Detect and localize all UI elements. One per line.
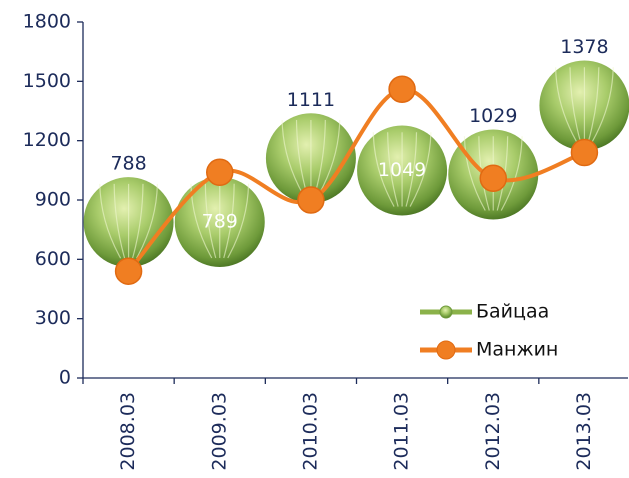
cabbage-vein [132, 183, 144, 259]
cabbage-vein [223, 183, 235, 259]
cabbage-vein [99, 183, 122, 259]
cabbage-vein [569, 67, 581, 142]
legend-marker [436, 340, 456, 360]
y-tick-label: 0 [59, 367, 71, 389]
cabbage-marker [174, 176, 265, 267]
cabbage-vein [190, 183, 213, 259]
x-tick-label: 2013.03 [573, 392, 595, 471]
cabbage-marker [83, 177, 174, 268]
line-marker [479, 164, 507, 192]
cabbage-vein [500, 136, 523, 211]
y-tick-label: 1500 [23, 70, 71, 92]
y-tick-label: 600 [35, 248, 71, 270]
legend-label: Байцаа [476, 301, 549, 323]
cabbage-vein [405, 132, 418, 207]
cabbage-vein [587, 67, 600, 142]
cabbage-vein [281, 120, 304, 195]
x-tick-label: 2009.03 [208, 392, 230, 471]
cabbage-vein [463, 136, 486, 211]
data-label: 789 [202, 210, 238, 232]
legend-label: Манжин [476, 339, 558, 361]
cabbage-vein [372, 132, 395, 207]
cabbage-vein [591, 67, 614, 142]
x-tick-label: 2012.03 [482, 392, 504, 471]
cabbage-vein [555, 67, 577, 142]
cabbage-vein [387, 132, 399, 207]
cabbage-marker [539, 60, 629, 151]
cabbage-vein [318, 120, 341, 195]
x-tick-label: 2011.03 [391, 392, 413, 471]
data-label: 1111 [287, 89, 335, 111]
x-tick-label: 2010.03 [299, 392, 321, 471]
data-label: 1378 [560, 36, 608, 58]
y-tick-label: 300 [35, 307, 71, 329]
line-marker [297, 186, 325, 214]
line-marker [570, 138, 599, 167]
data-label: 1049 [378, 159, 426, 181]
line-marker [388, 75, 416, 103]
cabbage-vein [136, 183, 158, 259]
cabbage-vein [204, 183, 217, 259]
data-label: 1029 [469, 105, 517, 127]
x-tick-label: 2008.03 [117, 392, 139, 471]
cabbage-vein [409, 132, 432, 207]
cabbage-vein [113, 183, 126, 259]
y-tick-label: 1200 [23, 129, 71, 151]
y-tick-label: 1800 [23, 11, 71, 33]
legend-marker [439, 305, 453, 319]
y-tick-label: 900 [35, 189, 71, 211]
data-label: 788 [110, 153, 146, 175]
cabbage-marker [357, 125, 448, 216]
line-marker [206, 158, 234, 187]
cabbage-vein [227, 183, 250, 259]
line-marker [114, 257, 143, 285]
